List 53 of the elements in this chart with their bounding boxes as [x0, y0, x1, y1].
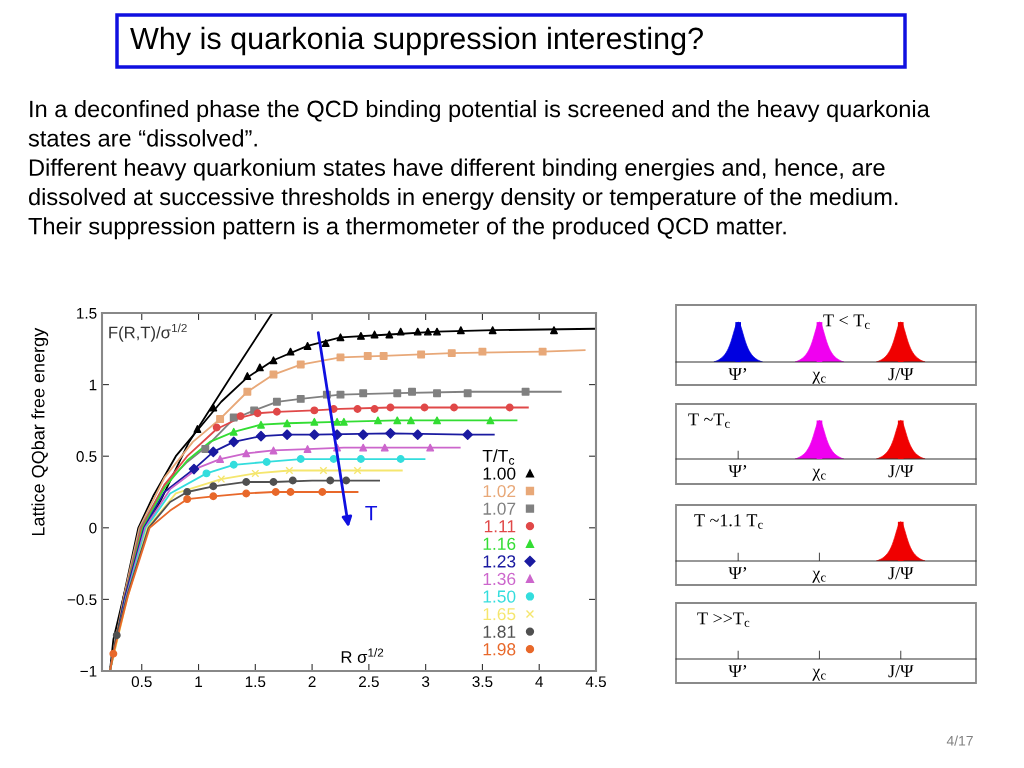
text: T >>T$_{c}$ — [697, 612, 750, 627]
legend-label: 1.65 — [483, 607, 516, 621]
chart-title: T < T$_{c}$ — [823, 314, 870, 329]
text: In a deconfined phase the QCD binding potential is screened and the heavy quarkonia — [30, 100, 930, 122]
x-tick-label: χ$_{c}$ — [812, 570, 826, 583]
text: Why is quarkonia suppression interesting? — [130, 26, 703, 56]
legend-label: 1.11 — [484, 520, 516, 533]
x-tick-label: J/Ψ — [888, 368, 914, 381]
legend-label: 1.02 — [483, 484, 516, 498]
x-tick-label: 3 — [421, 676, 430, 688]
y-tick-label: 1.5 — [77, 308, 97, 319]
legend-label: 1.36 — [483, 572, 516, 586]
text: Different heavy quarkonium states have different binding energies and, hence, are — [29, 158, 885, 181]
chart-title: T ~1.1 T$_{c}$ — [694, 514, 763, 529]
x-tick-label: J/Ψ — [888, 567, 914, 580]
x-tick-label: Ψ’ — [728, 368, 747, 381]
x-tick-label: χ$_{c}$ — [812, 371, 826, 384]
x-tick-label: 4.5 — [585, 676, 606, 688]
text: Their suppression pattern is a thermometer of the produced QCD matter. — [28, 217, 786, 240]
legend-label: 1.16 — [483, 537, 516, 550]
legend-label: 1.81 — [483, 625, 516, 638]
x-tick-label: 2 — [308, 676, 316, 687]
y-axis-title: Lattice QQbar free energy — [31, 327, 49, 536]
y-tick-label: −0.5 — [67, 594, 97, 606]
annotation: F(R,T)/σ$^{1/2}$ — [109, 323, 187, 342]
y-tick-label: 1 — [89, 379, 97, 391]
y-tick-label: −1 — [80, 666, 97, 677]
legend-title: T/T$_{c}$ — [482, 449, 515, 465]
text: states are “dissolved”. — [28, 129, 257, 147]
x-axis-title: R σ$^{1/2}$ — [341, 648, 384, 663]
x-tick-label: 0.5 — [131, 676, 152, 688]
category-label: Ψ’ — [728, 665, 747, 678]
legend-label: 1.23 — [483, 555, 516, 568]
chart-title: T ~T$_{c}$ — [688, 413, 730, 428]
x-tick-label: 1 — [195, 676, 203, 687]
x-tick-label: J/Ψ — [888, 465, 914, 478]
y-tick-label: 0.5 — [76, 451, 97, 462]
x-tick-label: 3.5 — [472, 676, 493, 688]
y-tick-label: 0 — [89, 522, 97, 534]
legend-label: 1.00 — [483, 467, 516, 480]
x-tick-label: 1.5 — [245, 676, 266, 688]
legend-label: 1.07 — [483, 502, 516, 515]
x-tick-label: Ψ’ — [728, 567, 747, 580]
annotation: T — [365, 505, 378, 521]
legend-label: 1.98 — [483, 643, 516, 656]
x-tick-label: 2.5 — [359, 676, 379, 688]
x-tick-label: 4 — [535, 676, 544, 687]
x-tick-label: Ψ’ — [728, 465, 747, 478]
text: 4/17 — [946, 735, 973, 746]
legend-label: 1.50 — [483, 590, 516, 603]
text: dissolved at successive thresholds in energy density or temperature of the medium. — [28, 187, 898, 210]
category-label: J/Ψ — [888, 665, 914, 678]
x-tick-label: χ$_{c}$ — [812, 468, 826, 481]
